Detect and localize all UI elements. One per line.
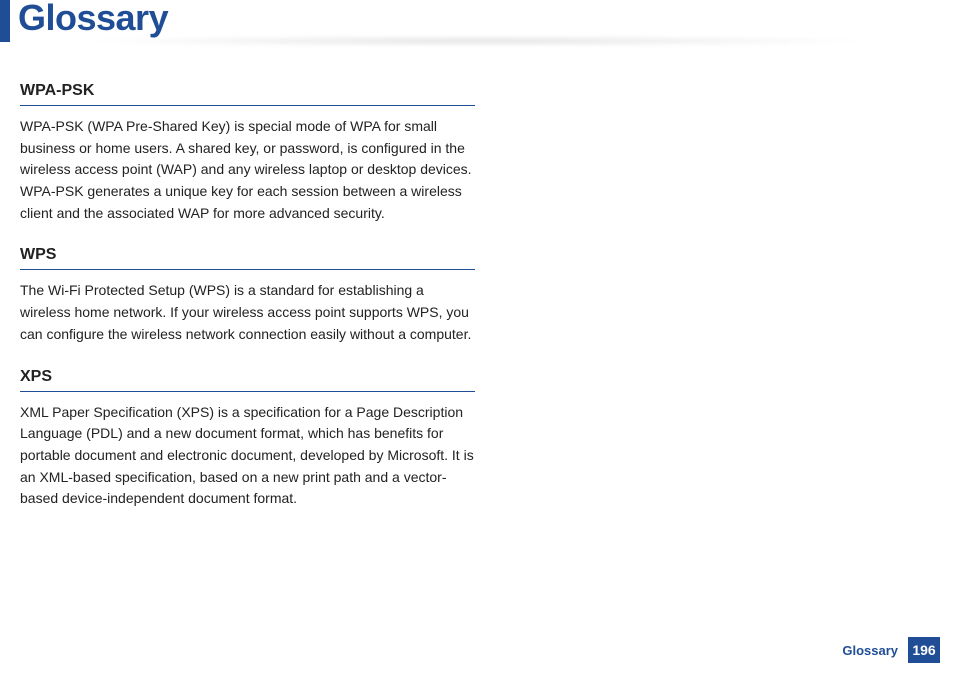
page-footer: Glossary 196: [842, 637, 940, 663]
term-title: WPS: [20, 246, 475, 270]
content-column: WPA-PSK WPA-PSK (WPA Pre-Shared Key) is …: [0, 48, 495, 510]
page-header: Glossary: [0, 0, 954, 48]
term-title: XPS: [20, 368, 475, 392]
glossary-term: XPS XML Paper Specification (XPS) is a s…: [20, 368, 475, 510]
term-body: The Wi-Fi Protected Setup (WPS) is a sta…: [20, 280, 475, 345]
glossary-term: WPA-PSK WPA-PSK (WPA Pre-Shared Key) is …: [20, 82, 475, 224]
footer-label: Glossary: [842, 643, 898, 658]
glossary-term: WPS The Wi-Fi Protected Setup (WPS) is a…: [20, 246, 475, 345]
header-accent-bar: [0, 0, 10, 42]
term-body: XML Paper Specification (XPS) is a speci…: [20, 402, 475, 510]
term-title: WPA-PSK: [20, 82, 475, 106]
page-title: Glossary: [18, 0, 168, 36]
term-body: WPA-PSK (WPA Pre-Shared Key) is special …: [20, 116, 475, 224]
page-number: 196: [908, 637, 940, 663]
